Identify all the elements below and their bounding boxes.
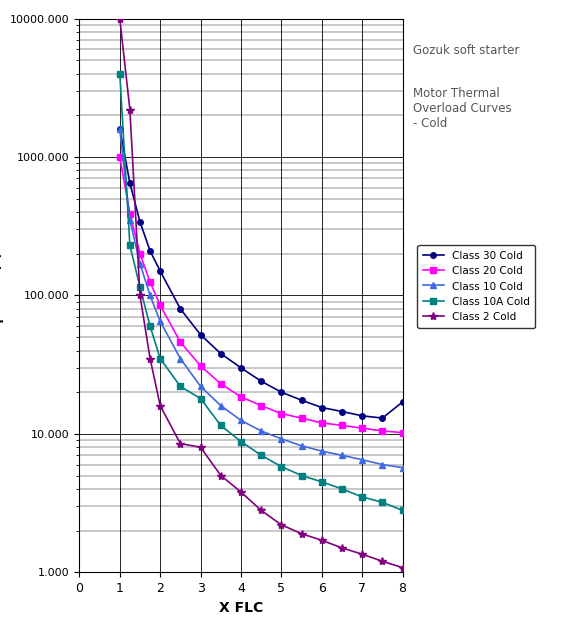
Class 10A Cold [258, 452, 265, 459]
Class 10 Cold [278, 435, 285, 443]
Class 2 Cold [126, 106, 133, 113]
Y-axis label: Trip Time (s): Trip Time (s) [0, 251, 5, 340]
Class 10 Cold [116, 125, 123, 132]
Line: Class 20 Cold: Class 20 Cold [117, 154, 405, 435]
Class 20 Cold [318, 419, 325, 427]
Text: Motor Thermal
Overload Curves
- Cold: Motor Thermal Overload Curves - Cold [413, 87, 511, 130]
Class 2 Cold [399, 564, 406, 572]
Class 20 Cold [338, 422, 345, 429]
Class 10 Cold [217, 402, 224, 409]
Class 2 Cold [258, 507, 265, 514]
Class 30 Cold [156, 267, 163, 275]
Class 30 Cold [147, 247, 154, 254]
Class 30 Cold [116, 125, 123, 132]
Class 30 Cold [298, 396, 305, 404]
Class 20 Cold [278, 410, 285, 417]
Class 20 Cold [147, 278, 154, 285]
Legend: Class 30 Cold, Class 20 Cold, Class 10 Cold, Class 10A Cold, Class 2 Cold: Class 30 Cold, Class 20 Cold, Class 10 C… [417, 245, 535, 328]
Class 20 Cold [116, 153, 123, 160]
Class 10 Cold [156, 318, 163, 325]
Class 10 Cold [379, 461, 386, 468]
Class 10 Cold [177, 355, 184, 362]
Class 10A Cold [399, 507, 406, 514]
Class 10A Cold [147, 322, 154, 330]
Class 10A Cold [379, 499, 386, 506]
Class 2 Cold [238, 488, 244, 496]
Class 10 Cold [197, 383, 204, 390]
Class 20 Cold [298, 414, 305, 422]
Class 20 Cold [126, 210, 133, 217]
Class 30 Cold [338, 408, 345, 415]
Class 10 Cold [399, 464, 406, 471]
Class 20 Cold [217, 380, 224, 388]
Class 10A Cold [137, 283, 143, 290]
Class 10A Cold [238, 438, 244, 445]
Class 2 Cold [156, 402, 163, 409]
Class 10A Cold [197, 395, 204, 402]
Class 10 Cold [298, 442, 305, 450]
Class 10A Cold [116, 70, 123, 78]
Class 2 Cold [318, 537, 325, 544]
Class 20 Cold [156, 302, 163, 309]
Class 2 Cold [137, 292, 143, 299]
Class 10 Cold [338, 452, 345, 459]
Class 10A Cold [217, 422, 224, 429]
Class 2 Cold [177, 440, 184, 447]
Class 10 Cold [137, 260, 143, 267]
Class 10 Cold [147, 292, 154, 299]
Class 10A Cold [177, 383, 184, 390]
Class 2 Cold [359, 550, 366, 558]
Class 10A Cold [338, 485, 345, 493]
Line: Class 30 Cold: Class 30 Cold [117, 126, 405, 421]
Class 2 Cold [379, 557, 386, 565]
Class 30 Cold [217, 350, 224, 357]
Class 10A Cold [298, 471, 305, 479]
X-axis label: X FLC: X FLC [219, 600, 263, 615]
Class 2 Cold [338, 544, 345, 552]
Class 2 Cold [116, 15, 123, 22]
Class 10A Cold [359, 493, 366, 501]
Class 30 Cold [137, 218, 143, 226]
Class 20 Cold [258, 402, 265, 409]
Class 2 Cold [298, 530, 305, 537]
Class 30 Cold [238, 364, 244, 371]
Class 10 Cold [258, 427, 265, 435]
Class 30 Cold [126, 179, 133, 187]
Class 20 Cold [238, 393, 244, 401]
Class 30 Cold [359, 412, 366, 420]
Line: Class 10A Cold: Class 10A Cold [116, 70, 406, 514]
Class 20 Cold [359, 424, 366, 432]
Class 10A Cold [126, 242, 133, 249]
Class 30 Cold [197, 331, 204, 338]
Class 30 Cold [399, 398, 406, 406]
Class 10A Cold [156, 355, 163, 362]
Class 20 Cold [379, 427, 386, 435]
Line: Class 2 Cold: Class 2 Cold [116, 14, 407, 572]
Class 10A Cold [318, 478, 325, 486]
Class 10 Cold [238, 417, 244, 424]
Class 20 Cold [197, 362, 204, 369]
Class 30 Cold [177, 305, 184, 313]
Class 30 Cold [278, 389, 285, 396]
Line: Class 10 Cold: Class 10 Cold [117, 126, 405, 470]
Class 30 Cold [318, 404, 325, 411]
Class 30 Cold [379, 414, 386, 422]
Class 2 Cold [147, 355, 154, 362]
Class 10 Cold [318, 447, 325, 455]
Class 20 Cold [399, 429, 406, 437]
Class 10A Cold [278, 463, 285, 470]
Class 2 Cold [217, 471, 224, 479]
Class 30 Cold [258, 378, 265, 385]
Class 20 Cold [177, 338, 184, 346]
Class 20 Cold [137, 250, 143, 258]
Class 2 Cold [278, 521, 285, 529]
Text: Gozuk soft starter: Gozuk soft starter [413, 44, 519, 57]
Class 10 Cold [126, 216, 133, 224]
Class 10 Cold [359, 456, 366, 463]
Class 2 Cold [197, 443, 204, 451]
